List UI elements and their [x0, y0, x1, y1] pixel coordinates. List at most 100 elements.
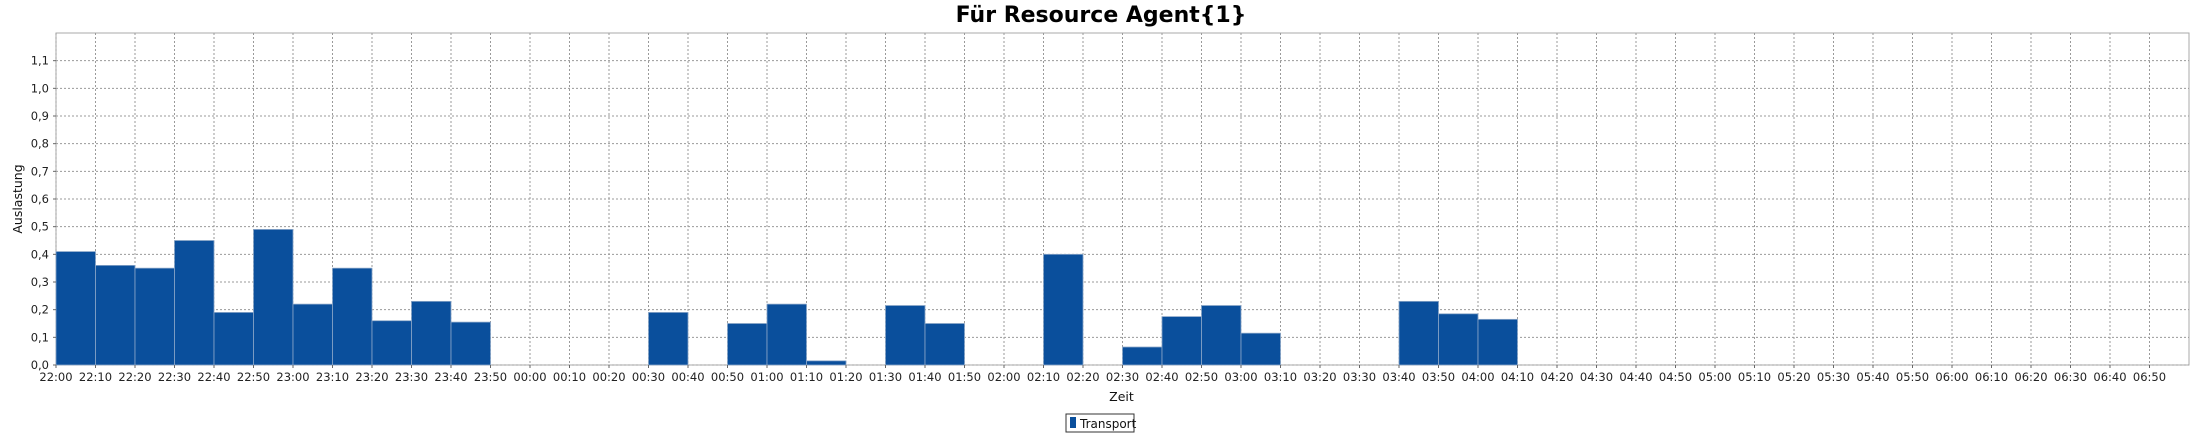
- y-tick-label: 0,9: [31, 109, 49, 123]
- x-tick-label: 23:40: [434, 370, 467, 384]
- x-tick-label: 00:10: [553, 370, 586, 384]
- y-tick-label: 0,2: [31, 303, 49, 317]
- x-tick-label: 23:00: [276, 370, 309, 384]
- bar: [292, 303, 333, 366]
- bar: [55, 251, 96, 366]
- y-tick-label: 1,1: [31, 54, 49, 68]
- bar: [924, 323, 965, 366]
- bar: [95, 264, 136, 366]
- bar: [450, 321, 491, 366]
- bar: [1201, 305, 1242, 366]
- x-tick-label: 03:20: [1303, 370, 1336, 384]
- y-axis-ticks: 0,0 0,1 0,2 0,3 0,4 0,5 0,6 0,7 0,8 0,9 1,0 1,1: [31, 54, 56, 372]
- bar: [1438, 313, 1479, 366]
- x-tick-label: 22:00: [39, 370, 72, 384]
- x-tick-label: 00:00: [513, 370, 546, 384]
- y-tick-label: 0,8: [31, 137, 49, 151]
- y-tick-label: 0,1: [31, 330, 49, 344]
- x-tick-label: 01:20: [829, 370, 862, 384]
- bar: [134, 267, 175, 366]
- x-tick-label: 04:20: [1540, 370, 1573, 384]
- x-tick-label: 00:40: [671, 370, 704, 384]
- x-tick-label: 04:40: [1619, 370, 1652, 384]
- x-tick-label: 03:30: [1343, 370, 1376, 384]
- x-tick-label: 04:00: [1461, 370, 1494, 384]
- x-tick-label: 22:10: [79, 370, 112, 384]
- x-tick-label: 00:50: [711, 370, 744, 384]
- x-tick-label: 05:00: [1698, 370, 1731, 384]
- x-tick-label: 02:40: [1145, 370, 1178, 384]
- x-tick-label: 02:50: [1185, 370, 1218, 384]
- x-tick-label: 05:40: [1856, 370, 1889, 384]
- bar-series-transport: [55, 229, 1518, 366]
- x-tick-label: 06:10: [1975, 370, 2008, 384]
- bar: [213, 312, 254, 366]
- y-tick-label: 0,4: [31, 247, 49, 261]
- bar: [1161, 316, 1202, 366]
- x-tick-label: 00:30: [632, 370, 665, 384]
- bar: [766, 303, 807, 366]
- bar: [885, 305, 926, 366]
- x-tick-label: 22:40: [197, 370, 230, 384]
- bar: [648, 312, 689, 366]
- x-tick-label: 23:10: [316, 370, 349, 384]
- x-tick-label: 03:00: [1224, 370, 1257, 384]
- x-tick-label: 06:30: [2054, 370, 2087, 384]
- x-tick-label: 06:00: [1935, 370, 1968, 384]
- x-tick-label: 00:20: [592, 370, 625, 384]
- bar: [1477, 318, 1518, 366]
- x-tick-label: 23:20: [355, 370, 388, 384]
- bar: [727, 323, 768, 366]
- x-tick-label: 03:40: [1382, 370, 1415, 384]
- x-tick-label: 23:30: [395, 370, 428, 384]
- x-tick-label: 01:10: [790, 370, 823, 384]
- y-tick-label: 0,0: [31, 358, 49, 372]
- x-axis-ticks: 22:00 22:10 22:20 22:30 22:40 22:50 23:00 23:10…: [39, 365, 2166, 384]
- x-tick-label: 06:40: [2093, 370, 2126, 384]
- x-tick-label: 04:30: [1580, 370, 1613, 384]
- x-tick-label: 01:00: [750, 370, 783, 384]
- x-tick-label: 02:30: [1106, 370, 1139, 384]
- y-axis-label: Auslastung: [10, 164, 25, 233]
- x-tick-label: 02:10: [1027, 370, 1060, 384]
- x-tick-label: 03:50: [1422, 370, 1455, 384]
- x-tick-label: 01:30: [869, 370, 902, 384]
- bar: [1398, 300, 1439, 366]
- x-tick-label: 06:50: [2133, 370, 2166, 384]
- legend-swatch-transport: [1070, 417, 1076, 428]
- legend-box: [1065, 413, 1135, 433]
- x-tick-label: 22:20: [118, 370, 151, 384]
- chart-title: Für Resource Agent{1}: [956, 3, 1247, 28]
- x-axis-label: Zeit: [1109, 389, 1134, 404]
- bar: [174, 240, 215, 366]
- bar: [411, 300, 452, 366]
- bar: [1122, 346, 1163, 366]
- legend-label-transport: Transport: [1079, 417, 1137, 431]
- bar: [332, 267, 373, 366]
- y-tick-label: 0,7: [31, 164, 49, 178]
- x-tick-label: 05:30: [1817, 370, 1850, 384]
- y-tick-label: 0,5: [31, 220, 49, 234]
- x-tick-label: 06:20: [2014, 370, 2047, 384]
- x-tick-label: 05:50: [1896, 370, 1929, 384]
- x-tick-label: 01:50: [948, 370, 981, 384]
- x-tick-label: 22:50: [237, 370, 270, 384]
- x-tick-label: 05:20: [1777, 370, 1810, 384]
- x-tick-label: 23:50: [474, 370, 507, 384]
- y-tick-label: 1,0: [31, 81, 49, 95]
- bar: [806, 360, 847, 366]
- x-tick-label: 01:40: [908, 370, 941, 384]
- bar: [1043, 253, 1084, 366]
- x-tick-label: 04:50: [1659, 370, 1692, 384]
- x-tick-label: 02:00: [987, 370, 1020, 384]
- bar: [371, 320, 412, 366]
- x-tick-label: 03:10: [1264, 370, 1297, 384]
- bar: [1240, 332, 1281, 366]
- x-tick-label: 05:10: [1738, 370, 1771, 384]
- bar: [253, 229, 294, 366]
- y-tick-label: 0,6: [31, 192, 49, 206]
- y-tick-label: 0,3: [31, 275, 49, 289]
- x-tick-label: 04:10: [1501, 370, 1534, 384]
- x-tick-label: 22:30: [158, 370, 191, 384]
